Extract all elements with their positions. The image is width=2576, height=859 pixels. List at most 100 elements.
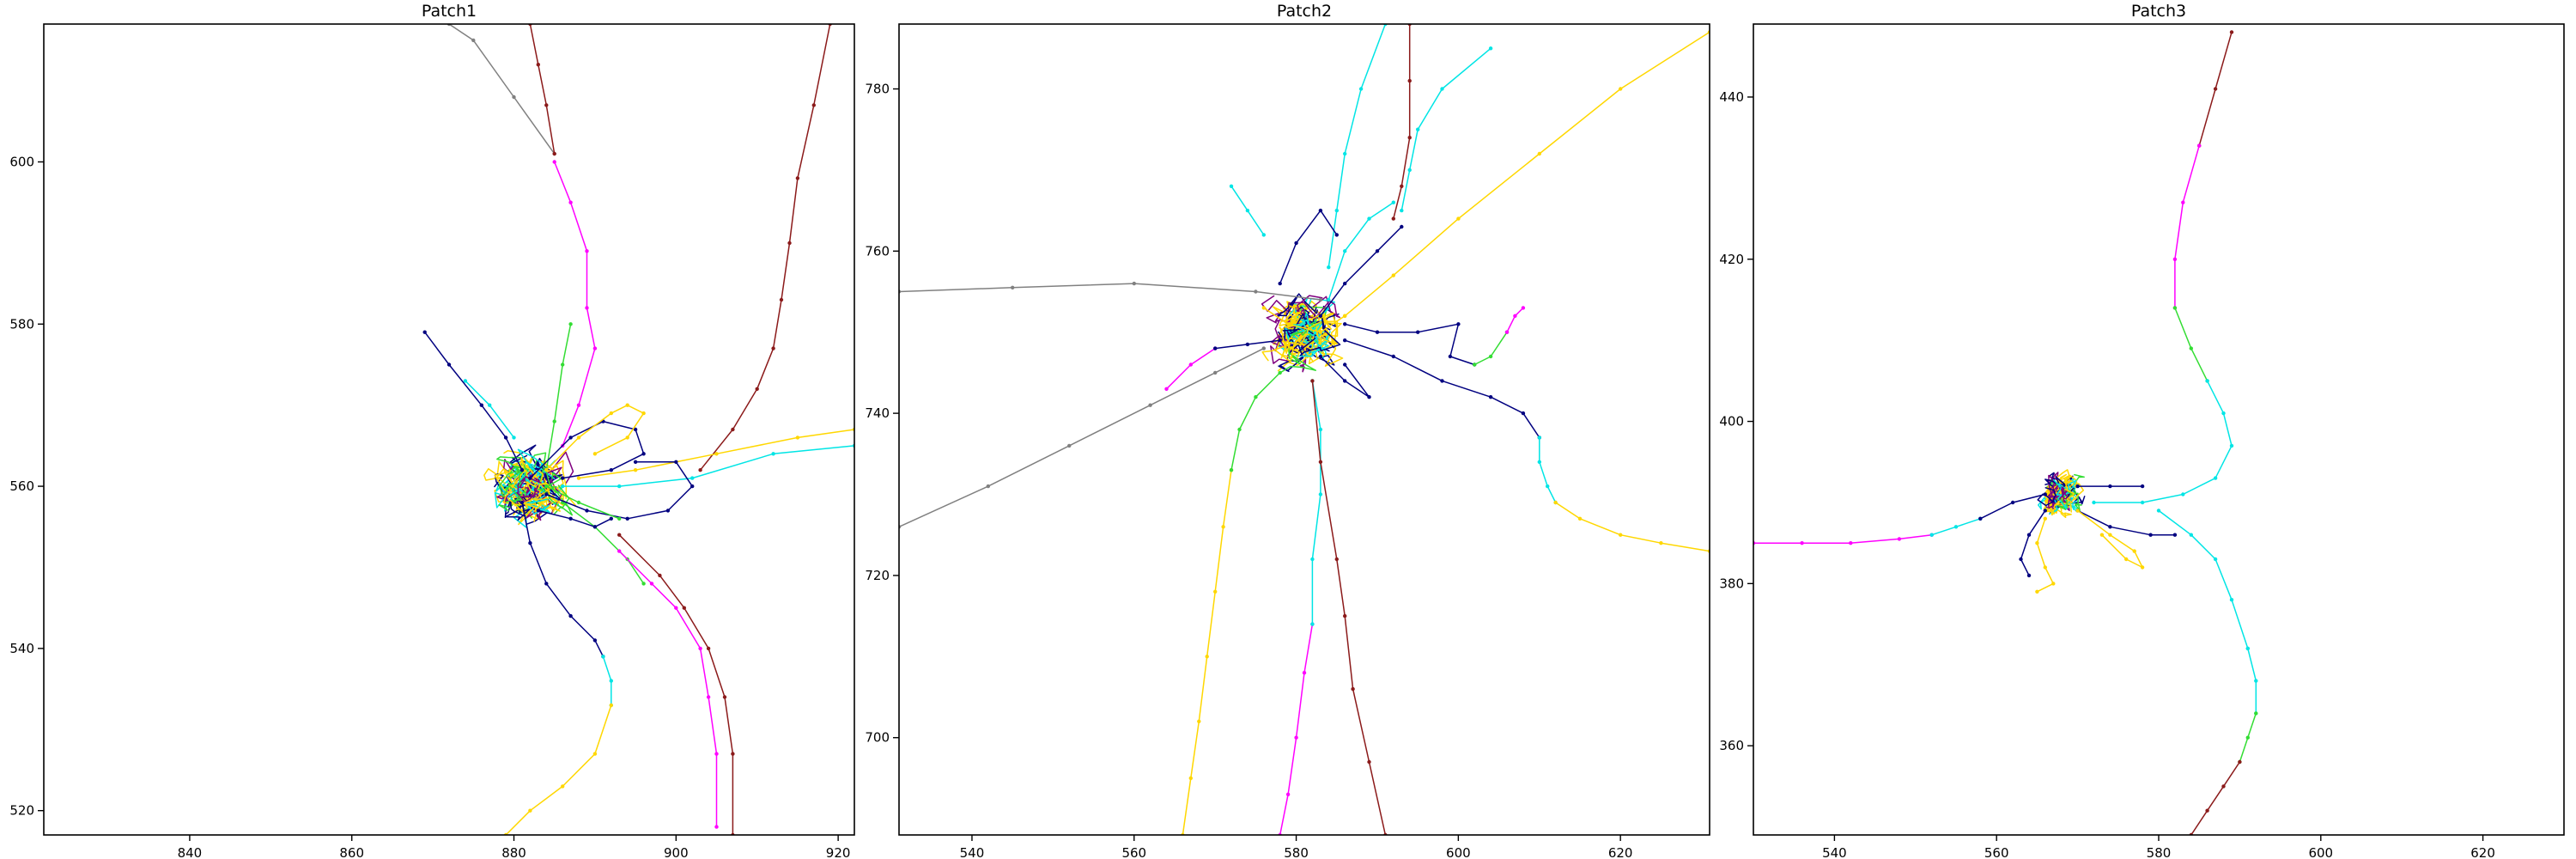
trajectory-line [2190,761,2241,835]
trajectory-point [1254,289,1258,294]
trajectory-line [1327,201,1394,301]
trajectory-point [1278,281,1282,286]
trajectory-point [649,582,654,586]
trajectory-point [1318,460,1323,464]
trajectory-point [585,306,589,310]
trajectory-point [2148,533,2153,537]
trajectory-point [665,509,671,513]
trajectory-line [521,502,605,658]
trajectory-point [2010,500,2015,505]
trajectory-point [1261,233,1266,237]
trajectory-point [625,403,629,407]
trajectory-point [1294,735,1298,740]
trajectory-point [1132,281,1136,286]
trajectory-point [617,533,622,537]
y-tick-label: 360 [1719,738,1744,753]
trajectory-point [1521,306,1526,310]
cluster-trail [536,466,562,514]
trajectory-point [2108,533,2112,537]
trajectory-line [699,24,831,471]
trajectory-point [1929,533,1934,537]
cluster-trail [483,460,506,481]
trajectory-point [1294,241,1298,246]
trajectory-line [2036,518,2055,593]
trajectory-point [2099,533,2105,537]
trajectory-point [674,606,678,610]
trajectory-point [568,436,573,440]
trajectory-point [2254,711,2258,716]
trajectory-point [1334,208,1339,213]
trajectory-line [1344,339,1540,439]
trajectory-line [562,445,854,487]
trajectory-point [2229,443,2234,448]
cluster-trail [1284,305,1303,325]
trajectory-point [1285,792,1291,796]
trajectory-line [899,347,1265,528]
cluster-trail [526,469,544,494]
trajectory-point [592,346,598,350]
trajectory-point [1229,184,1234,188]
cluster-trail [544,466,557,493]
trajectory-point [2026,573,2032,578]
trajectory-point [463,379,468,383]
plot-area [1753,30,2258,835]
trajectory-point [641,411,646,416]
trajectory-point [2043,492,2047,497]
x-tick-label: 540 [960,845,985,859]
cluster-trail [1280,336,1300,359]
trajectory-point [795,436,800,440]
trajectory-point [2181,200,2185,204]
cluster-trail [1296,320,1321,345]
trajectory-point [2092,500,2096,505]
trajectory-point [1375,330,1380,334]
trajectory-line [1279,210,1338,284]
cluster-trail [1270,335,1289,364]
trajectory-point [1343,249,1347,253]
trajectory-point [771,452,775,456]
trajectory-point [471,38,476,43]
trajectory-point [2124,557,2129,562]
cluster-trail [1277,293,1318,317]
y-tick-label: 760 [865,243,890,259]
trajectory-point [2172,257,2178,261]
trajectory-point [1318,297,1323,302]
trajectory-point [674,460,678,464]
trajectory-point [2132,549,2136,553]
trajectory-point [1978,516,1983,521]
trajectory-point [1367,759,1371,765]
trajectory-point [1488,354,1493,359]
trajectory-point [2172,306,2178,310]
trajectory-point [1537,460,1541,464]
trajectory-point [1488,46,1493,51]
cluster-trail [2037,487,2057,507]
trajectory-point [544,492,549,497]
plot-area [422,24,854,835]
cluster-trail [507,500,526,517]
trajectory-point [2245,646,2250,651]
trajectory-point [1343,379,1347,383]
trajectory-point [2051,582,2056,586]
trajectory-point [1619,87,1623,91]
trajectory-point [609,468,613,472]
trajectory-point [1343,338,1347,343]
cluster-trail [1278,332,1314,373]
trajectory-point [2043,565,2047,570]
y-tick-label: 440 [1719,89,1744,105]
trajectory-point [1318,492,1323,497]
trajectory-point [561,362,565,367]
trajectory-line [2174,144,2200,309]
trajectory-point [1400,184,1404,188]
trajectory-point [592,638,598,643]
cluster-trail [525,498,550,515]
trajectory-point [2075,484,2080,489]
y-tick-label: 600 [9,154,34,169]
trajectory-point [1416,330,1420,334]
trajectory-point [1391,273,1395,277]
trajectory-point [787,241,792,246]
panel-patch2: Patch2 540 560 580 600 620 700 720 740 760 780 [865,2,1710,859]
y-tick-label: 580 [9,316,34,332]
x-tick-label: 880 [501,845,526,859]
trajectory-point [1358,87,1364,91]
cluster-trail [1299,317,1341,356]
trajectory-point [2205,379,2209,383]
